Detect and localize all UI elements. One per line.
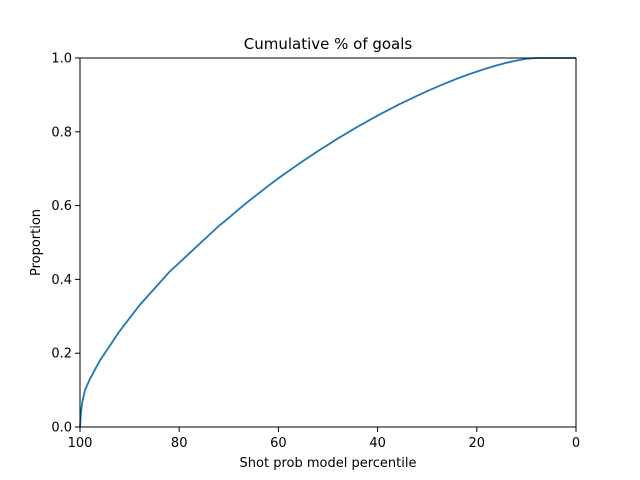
series-line bbox=[79, 57, 576, 428]
x-tick-label: 60 bbox=[270, 436, 287, 451]
y-tick-label: 1.0 bbox=[51, 52, 72, 67]
chart-title: Cumulative % of goals bbox=[244, 35, 413, 53]
x-axis-ticks: 100 80 60 40 20 0 bbox=[68, 427, 580, 451]
y-tick-label: 0.4 bbox=[51, 273, 72, 288]
y-tick-label: 0.8 bbox=[51, 125, 72, 140]
y-tick-label: 0.6 bbox=[51, 199, 72, 214]
x-tick-label: 80 bbox=[171, 436, 188, 451]
axes-frame bbox=[79, 57, 577, 428]
y-tick-label: 0.0 bbox=[51, 421, 72, 436]
y-axis-ticks: 0.0 0.2 0.4 0.6 0.8 1.0 bbox=[51, 52, 80, 436]
x-tick-label: 40 bbox=[369, 436, 386, 451]
y-tick-label: 0.2 bbox=[51, 347, 72, 362]
x-tick-label: 100 bbox=[68, 436, 93, 451]
x-tick-label: 20 bbox=[469, 436, 486, 451]
plot-area bbox=[79, 57, 577, 428]
y-axis-label: Proportion bbox=[29, 209, 44, 276]
x-tick-label: 0 bbox=[572, 436, 580, 451]
x-axis-label: Shot prob model percentile bbox=[240, 456, 417, 471]
